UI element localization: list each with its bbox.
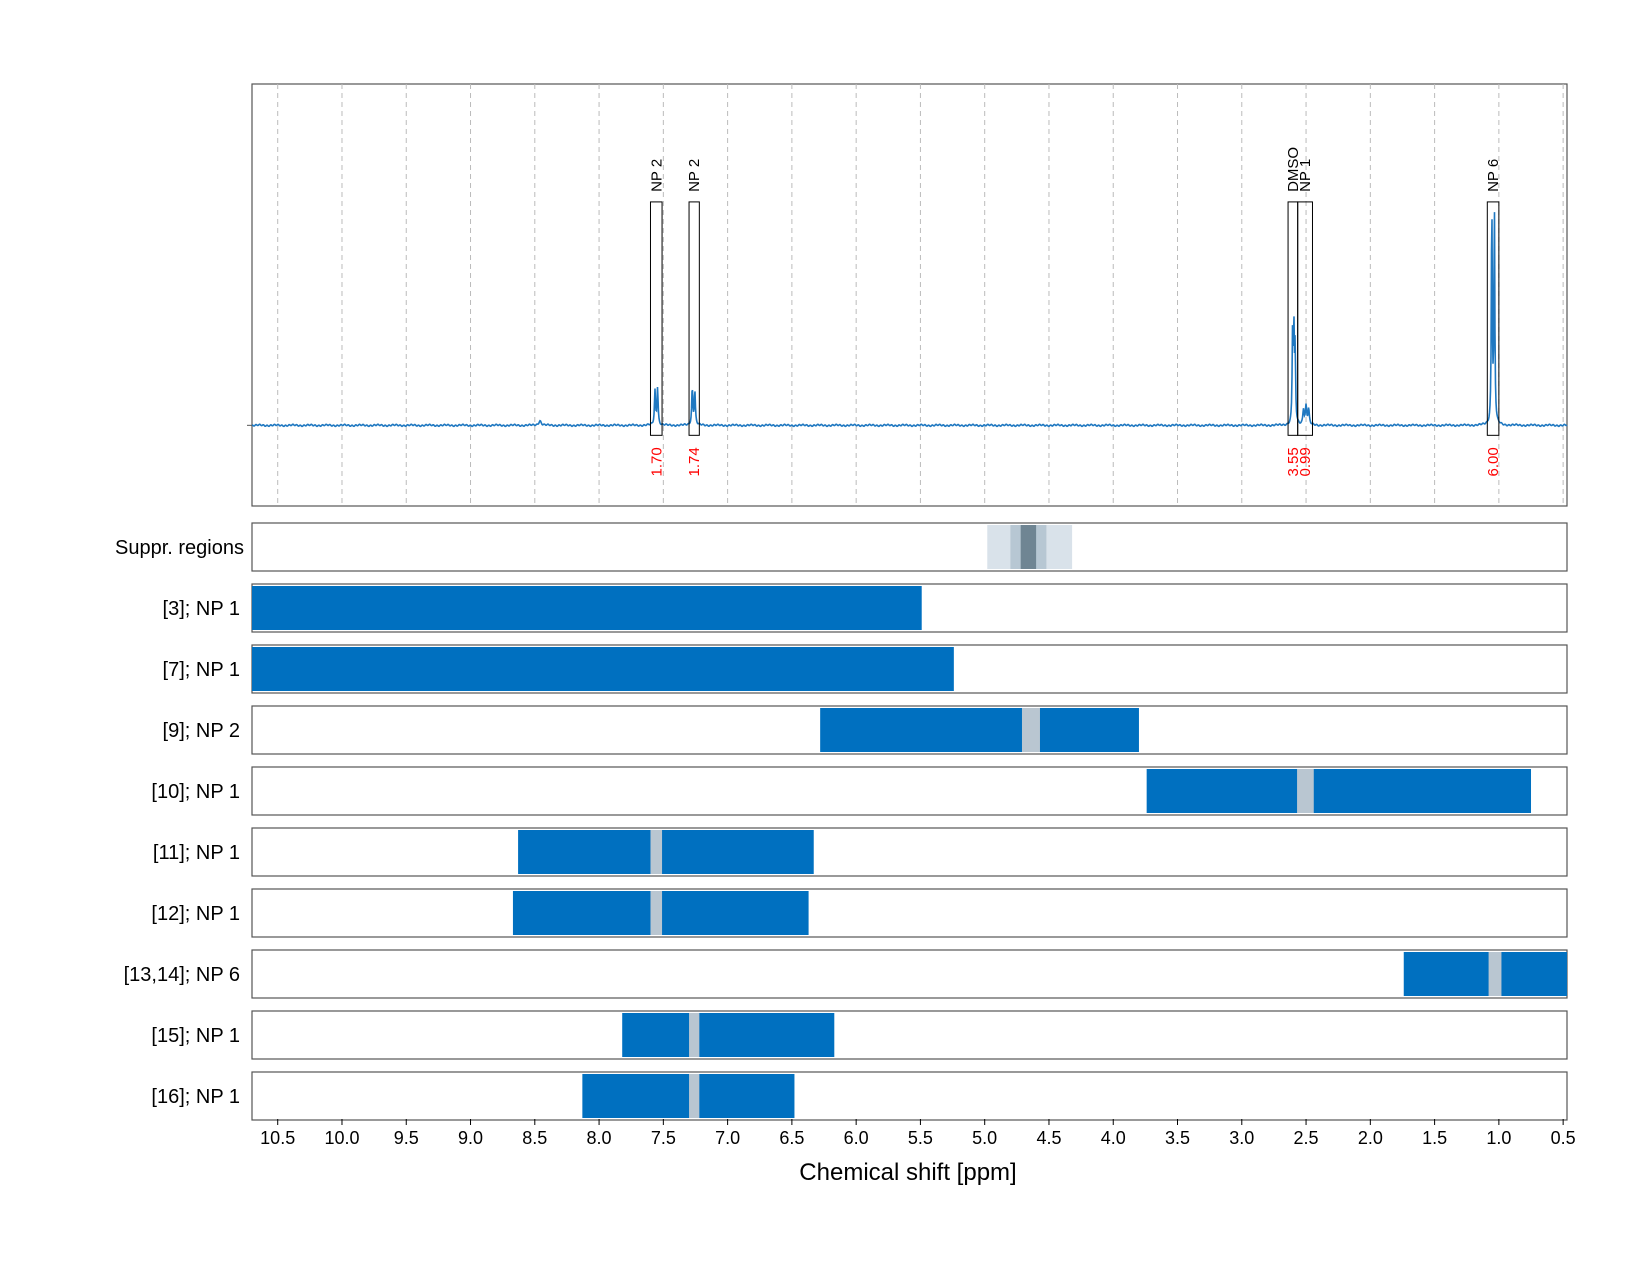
x-tick-label-10: 5.5 bbox=[908, 1128, 933, 1148]
x-tick-label-12: 4.5 bbox=[1036, 1128, 1061, 1148]
spectrum-trace bbox=[251, 212, 1568, 428]
x-tick-label-19: 1.0 bbox=[1486, 1128, 1511, 1148]
x-tick-label-11: 5.0 bbox=[972, 1128, 997, 1148]
row-label-0: [3]; NP 1 bbox=[163, 598, 240, 620]
spectrum-panel: NP 2 1.70 NP 2 1.74 DMSO 3.55 NP 1 0.99 NP 6 6.00 bbox=[247, 83, 1568, 507]
annotation-box-3 bbox=[1297, 201, 1313, 436]
row-label-7: [15]; NP 1 bbox=[151, 1025, 240, 1047]
x-tick-label-13: 4.0 bbox=[1101, 1128, 1126, 1148]
row-gap-3-0 bbox=[1297, 769, 1314, 813]
integral-label-2: 3.55 bbox=[1285, 447, 1302, 476]
suppressed-regions-label: Suppr. regions bbox=[115, 537, 244, 559]
row-gap-6-0 bbox=[1488, 952, 1502, 996]
suppressed-frame bbox=[251, 522, 1568, 572]
row-label-1: [7]; NP 1 bbox=[163, 659, 240, 681]
row-label-8: [16]; NP 1 bbox=[151, 1086, 240, 1108]
annotation-label-0: NP 2 bbox=[648, 159, 665, 192]
row-label-2: [9]; NP 2 bbox=[163, 720, 240, 742]
x-tick-label-3: 9.0 bbox=[458, 1128, 483, 1148]
spectrum-frame bbox=[251, 83, 1568, 507]
row-bar-0 bbox=[252, 586, 922, 630]
x-axis-label: Chemical shift [ppm] bbox=[799, 1159, 1016, 1186]
x-tick-label-18: 1.5 bbox=[1422, 1128, 1447, 1148]
row-bar-8 bbox=[582, 1074, 795, 1118]
x-tick-label-8: 6.5 bbox=[779, 1128, 804, 1148]
annotation-label-2: DMSO bbox=[1285, 147, 1302, 192]
x-tick-label-6: 7.5 bbox=[651, 1128, 676, 1148]
row-label-5: [12]; NP 1 bbox=[151, 903, 240, 925]
annotation-label-1: NP 2 bbox=[686, 159, 703, 192]
row-panels: Suppr. regions [3]; NP 1 [7]; NP 1 [9]; NP … bbox=[115, 522, 1568, 1121]
x-tick-label-20: 0.5 bbox=[1551, 1128, 1576, 1148]
x-tick-label-1: 10.0 bbox=[324, 1128, 359, 1148]
annotation-box-4 bbox=[1486, 201, 1500, 436]
row-label-4: [11]; NP 1 bbox=[153, 842, 240, 864]
x-tick-label-16: 2.5 bbox=[1294, 1128, 1319, 1148]
row-bar-2 bbox=[820, 708, 1139, 752]
row-gap-5-0 bbox=[650, 891, 663, 935]
annotation-label-4: NP 6 bbox=[1485, 159, 1502, 192]
integral-label-3: 0.99 bbox=[1297, 447, 1314, 476]
x-tick-label-0: 10.5 bbox=[260, 1128, 295, 1148]
row-frame-5 bbox=[251, 888, 1568, 938]
x-tick-label-9: 6.0 bbox=[844, 1128, 869, 1148]
x-tick-label-15: 3.0 bbox=[1229, 1128, 1254, 1148]
row-bar-3 bbox=[1146, 769, 1532, 813]
row-gap-7-0 bbox=[689, 1013, 700, 1057]
integral-label-1: 1.74 bbox=[686, 447, 703, 476]
row-gap-8-0 bbox=[689, 1074, 700, 1118]
row-bar-4 bbox=[518, 830, 814, 874]
row-label-6: [13,14]; NP 6 bbox=[124, 964, 240, 986]
row-gap-2-0 bbox=[1021, 708, 1040, 752]
integral-label-4: 6.00 bbox=[1485, 447, 1502, 476]
x-tick-label-2: 9.5 bbox=[394, 1128, 419, 1148]
row-bar-1 bbox=[252, 647, 954, 691]
suppressed-band-2 bbox=[1020, 525, 1037, 569]
x-axis: 10.5 10.0 9.5 9.0 8.5 8.0 7.5 7.0 6.5 6.0 5.5 5.0 4.… bbox=[260, 1119, 1576, 1148]
row-label-3: [10]; NP 1 bbox=[151, 781, 240, 803]
x-tick-label-14: 3.5 bbox=[1165, 1128, 1190, 1148]
x-tick-label-17: 2.0 bbox=[1358, 1128, 1383, 1148]
annotation-label-3: NP 1 bbox=[1297, 159, 1314, 192]
row-frame-6 bbox=[251, 949, 1568, 999]
annotation-box-1 bbox=[688, 201, 700, 436]
row-frame-7 bbox=[251, 1010, 1568, 1060]
row-frame-4 bbox=[251, 827, 1568, 877]
row-bar-6 bbox=[1403, 952, 1567, 996]
integral-label-0: 1.70 bbox=[648, 447, 665, 476]
annotation-box-0 bbox=[649, 201, 663, 436]
x-tick-label-7: 7.0 bbox=[715, 1128, 740, 1148]
row-bar-7 bbox=[622, 1013, 835, 1057]
row-frame-8 bbox=[251, 1071, 1568, 1121]
x-tick-label-4: 8.5 bbox=[522, 1128, 547, 1148]
x-tick-label-5: 8.0 bbox=[587, 1128, 612, 1148]
row-gap-4-0 bbox=[650, 830, 663, 874]
